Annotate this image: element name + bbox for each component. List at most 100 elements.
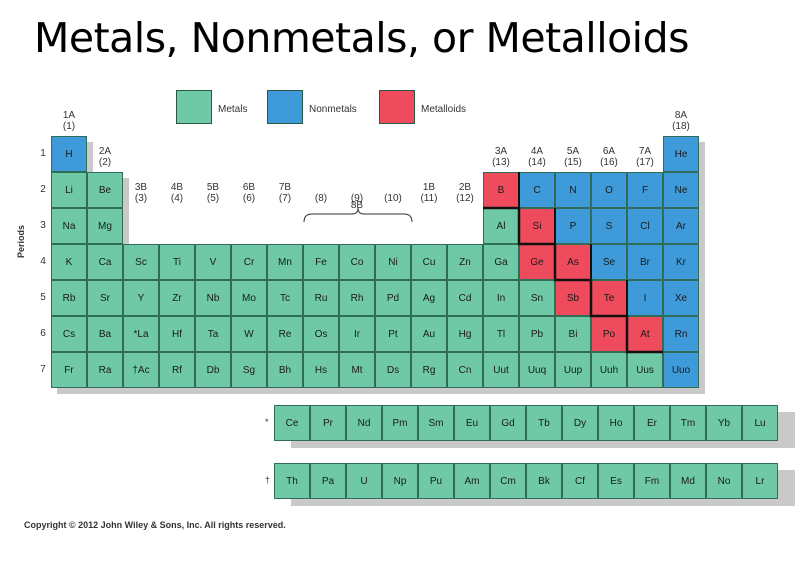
element-cell-lu[interactable]: Lu xyxy=(742,405,778,441)
element-cell-ce[interactable]: Ce xyxy=(274,405,310,441)
element-cell-te[interactable]: Te xyxy=(591,280,627,316)
element-cell-ni[interactable]: Ni xyxy=(375,244,411,280)
element-cell-h[interactable]: H xyxy=(51,136,87,172)
element-cell-as[interactable]: As xyxy=(555,244,591,280)
element-cell-fe[interactable]: Fe xyxy=(303,244,339,280)
element-cell-in[interactable]: In xyxy=(483,280,519,316)
element-cell-np[interactable]: Np xyxy=(382,463,418,499)
element-cell-th[interactable]: Th xyxy=(274,463,310,499)
element-cell-mn[interactable]: Mn xyxy=(267,244,303,280)
element-cell-tm[interactable]: Tm xyxy=(670,405,706,441)
element-cell-o[interactable]: O xyxy=(591,172,627,208)
element-cell-uuq[interactable]: Uuq xyxy=(519,352,555,388)
element-cell-hg[interactable]: Hg xyxy=(447,316,483,352)
element-cell-uup[interactable]: Uup xyxy=(555,352,591,388)
element-cell-c[interactable]: C xyxy=(519,172,555,208)
element-cell-au[interactable]: Au xyxy=(411,316,447,352)
element-cell-ga[interactable]: Ga xyxy=(483,244,519,280)
element-cell-uuo[interactable]: Uuo xyxy=(663,352,699,388)
element-cell-cd[interactable]: Cd xyxy=(447,280,483,316)
element-cell-cf[interactable]: Cf xyxy=(562,463,598,499)
element-cell-nd[interactable]: Nd xyxy=(346,405,382,441)
element-cell-y[interactable]: Y xyxy=(123,280,159,316)
element-cell-ra[interactable]: Ra xyxy=(87,352,123,388)
element-cell-ac[interactable]: †Ac xyxy=(123,352,159,388)
element-cell-cm[interactable]: Cm xyxy=(490,463,526,499)
element-cell-lr[interactable]: Lr xyxy=(742,463,778,499)
element-cell-hs[interactable]: Hs xyxy=(303,352,339,388)
element-cell-pm[interactable]: Pm xyxy=(382,405,418,441)
element-cell-nb[interactable]: Nb xyxy=(195,280,231,316)
element-cell-eu[interactable]: Eu xyxy=(454,405,490,441)
element-cell-be[interactable]: Be xyxy=(87,172,123,208)
element-cell-mt[interactable]: Mt xyxy=(339,352,375,388)
element-cell-ho[interactable]: Ho xyxy=(598,405,634,441)
element-cell-al[interactable]: Al xyxy=(483,208,519,244)
element-cell-zn[interactable]: Zn xyxy=(447,244,483,280)
element-cell-cs[interactable]: Cs xyxy=(51,316,87,352)
element-cell-gd[interactable]: Gd xyxy=(490,405,526,441)
element-cell-sn[interactable]: Sn xyxy=(519,280,555,316)
element-cell-i[interactable]: I xyxy=(627,280,663,316)
element-cell-s[interactable]: S xyxy=(591,208,627,244)
element-cell-rh[interactable]: Rh xyxy=(339,280,375,316)
element-cell-os[interactable]: Os xyxy=(303,316,339,352)
element-cell-w[interactable]: W xyxy=(231,316,267,352)
element-cell-kr[interactable]: Kr xyxy=(663,244,699,280)
element-cell-uuh[interactable]: Uuh xyxy=(591,352,627,388)
element-cell-cu[interactable]: Cu xyxy=(411,244,447,280)
element-cell-sm[interactable]: Sm xyxy=(418,405,454,441)
element-cell-ar[interactable]: Ar xyxy=(663,208,699,244)
element-cell-ru[interactable]: Ru xyxy=(303,280,339,316)
element-cell-cr[interactable]: Cr xyxy=(231,244,267,280)
element-cell-ba[interactable]: Ba xyxy=(87,316,123,352)
element-cell-tl[interactable]: Tl xyxy=(483,316,519,352)
element-cell-ti[interactable]: Ti xyxy=(159,244,195,280)
element-cell-f[interactable]: F xyxy=(627,172,663,208)
element-cell-uut[interactable]: Uut xyxy=(483,352,519,388)
element-cell-pa[interactable]: Pa xyxy=(310,463,346,499)
element-cell-ir[interactable]: Ir xyxy=(339,316,375,352)
element-cell-pu[interactable]: Pu xyxy=(418,463,454,499)
element-cell-xe[interactable]: Xe xyxy=(663,280,699,316)
element-cell-pr[interactable]: Pr xyxy=(310,405,346,441)
element-cell-mg[interactable]: Mg xyxy=(87,208,123,244)
element-cell-si[interactable]: Si xyxy=(519,208,555,244)
element-cell-hf[interactable]: Hf xyxy=(159,316,195,352)
element-cell-ds[interactable]: Ds xyxy=(375,352,411,388)
element-cell-he[interactable]: He xyxy=(663,136,699,172)
element-cell-pd[interactable]: Pd xyxy=(375,280,411,316)
element-cell-rn[interactable]: Rn xyxy=(663,316,699,352)
element-cell-fm[interactable]: Fm xyxy=(634,463,670,499)
element-cell-sb[interactable]: Sb xyxy=(555,280,591,316)
element-cell-re[interactable]: Re xyxy=(267,316,303,352)
element-cell-at[interactable]: At xyxy=(627,316,663,352)
element-cell-v[interactable]: V xyxy=(195,244,231,280)
element-cell-co[interactable]: Co xyxy=(339,244,375,280)
element-cell-rg[interactable]: Rg xyxy=(411,352,447,388)
element-cell-b[interactable]: B xyxy=(483,172,519,208)
element-cell-bk[interactable]: Bk xyxy=(526,463,562,499)
element-cell-ca[interactable]: Ca xyxy=(87,244,123,280)
element-cell-rf[interactable]: Rf xyxy=(159,352,195,388)
element-cell-es[interactable]: Es xyxy=(598,463,634,499)
element-cell-u[interactable]: U xyxy=(346,463,382,499)
element-cell-pb[interactable]: Pb xyxy=(519,316,555,352)
element-cell-db[interactable]: Db xyxy=(195,352,231,388)
element-cell-li[interactable]: Li xyxy=(51,172,87,208)
element-cell-sc[interactable]: Sc xyxy=(123,244,159,280)
element-cell-bh[interactable]: Bh xyxy=(267,352,303,388)
element-cell-md[interactable]: Md xyxy=(670,463,706,499)
element-cell-po[interactable]: Po xyxy=(591,316,627,352)
element-cell-cl[interactable]: Cl xyxy=(627,208,663,244)
element-cell-no[interactable]: No xyxy=(706,463,742,499)
element-cell-p[interactable]: P xyxy=(555,208,591,244)
element-cell-se[interactable]: Se xyxy=(591,244,627,280)
element-cell-rb[interactable]: Rb xyxy=(51,280,87,316)
element-cell-la[interactable]: *La xyxy=(123,316,159,352)
element-cell-na[interactable]: Na xyxy=(51,208,87,244)
element-cell-sr[interactable]: Sr xyxy=(87,280,123,316)
element-cell-tc[interactable]: Tc xyxy=(267,280,303,316)
element-cell-ag[interactable]: Ag xyxy=(411,280,447,316)
element-cell-cn[interactable]: Cn xyxy=(447,352,483,388)
